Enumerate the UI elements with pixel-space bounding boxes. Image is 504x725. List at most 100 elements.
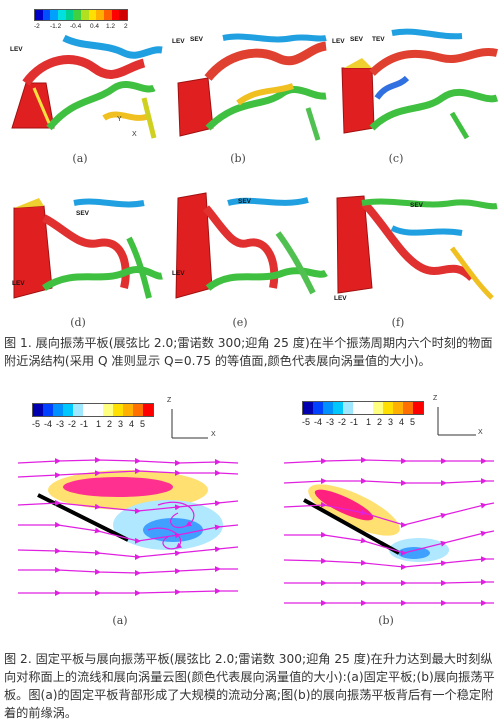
fig2-cb-tick: 4 (399, 417, 405, 427)
axis-x-label: X (478, 429, 483, 436)
fig1-cb-tick: 0.4 (90, 23, 100, 30)
colorbar-segment (81, 10, 89, 20)
annotation-sev: SEV (238, 198, 252, 205)
colorbar-segment (123, 404, 133, 416)
vortex-render-a (11, 34, 163, 139)
streamline-field-b (284, 457, 494, 606)
panel-label: (c) (388, 152, 404, 165)
colorbar-segment (35, 10, 43, 20)
fig2-cb-tick: -1 (350, 417, 359, 427)
fig1-cb-tick: -2 (34, 23, 40, 30)
fig1-cb-tick: -1.2 (50, 23, 62, 30)
colorbar-segment (72, 404, 83, 416)
fig2-cb-tick: 4 (129, 419, 135, 429)
vortex-render-e (175, 192, 328, 299)
vortex-render-f (336, 195, 498, 300)
fig2-cb-tick: 3 (388, 417, 394, 427)
fig1-panel-f: SEV LEV (332, 188, 500, 313)
panel-label: (e) (232, 316, 248, 329)
fig2-cb-tick: -5 (32, 419, 41, 429)
fig1-panel-c: LEV SEV TEV (332, 28, 500, 148)
colorbar-segment (403, 402, 413, 414)
figure-2-caption: 图 2. 固定平板与展向振荡平板(展弦比 2.0;雷诺数 300;迎角 25 度… (4, 652, 495, 720)
annotation-lev: LEV (332, 38, 345, 45)
colorbar-segment (353, 402, 363, 414)
fig2-cb-tick: 2 (377, 417, 383, 427)
fig1-cb-tick: 1.2 (106, 23, 116, 30)
colorbar-segment (143, 404, 153, 416)
annotation-lev: LEV (10, 46, 23, 53)
annotation-lev: LEV (334, 295, 347, 302)
axis-z-label: Z (433, 395, 438, 402)
fig2-cb-tick: 5 (410, 417, 416, 427)
fig1-panel-a: LEV Y X (4, 28, 164, 148)
fig2-cb-tick: 1 (96, 419, 102, 429)
annotation-lev: LEV (12, 280, 25, 287)
colorbar-segment (119, 10, 127, 20)
colorbar-segment (112, 404, 123, 416)
colorbar-segment (104, 10, 112, 20)
panel-label: (a) (112, 614, 128, 627)
fig1-panel-b: LEV SEV (168, 28, 328, 148)
colorbar-segment (312, 402, 323, 414)
colorbar-segment (342, 402, 353, 414)
colorbar-segment (103, 404, 113, 416)
axis-z-label: Z (167, 397, 172, 404)
colorbar-segment (42, 10, 51, 20)
annotation-sev: SEV (190, 36, 204, 43)
colorbar-segment (52, 404, 63, 416)
fig2-cb-tick: -1 (80, 419, 89, 429)
colorbar-segment (88, 10, 97, 20)
colorbar-segment (42, 404, 53, 416)
panel-label: (b) (230, 152, 246, 165)
colorbar-segment (373, 402, 383, 414)
figure-1-caption: 图 1. 展向振荡平板(展弦比 2.0;雷诺数 300;迎角 25 度)在半个振… (4, 336, 493, 368)
annotation-sev: SEV (350, 36, 364, 43)
panel-label: (a) (72, 152, 88, 165)
colorbar-segment (73, 10, 81, 20)
fig2-colorbar-b: -5 -4 -3 -2 -1 1 2 3 4 5 (302, 401, 424, 429)
fig2-cb-tick: -2 (338, 417, 347, 427)
fig1-panel-e: SEV LEV (168, 188, 328, 313)
fig2-cb-tick: 1 (366, 417, 372, 427)
colorbar-segment (413, 402, 423, 414)
fig2-cb-tick: -3 (326, 417, 335, 427)
colorbar-segment (333, 402, 343, 414)
annotation-lev: LEV (172, 270, 185, 277)
fig1-cb-tick: 2 (124, 23, 128, 30)
fig1-cb-tick: -0.4 (70, 23, 82, 30)
annotation-sev: SEV (76, 210, 90, 217)
axis-gizmo-b (437, 407, 476, 436)
fig2-cb-tick: -4 (44, 419, 53, 429)
colorbar-segment (63, 404, 73, 416)
colorbar-segment (93, 404, 103, 416)
panel-label: (b) (378, 614, 394, 627)
vortex-render-c (341, 28, 499, 140)
fig2-panel-a: -5 -4 -3 -2 -1 1 2 3 4 5 Z X (18, 395, 238, 610)
figure-2: -5 -4 -3 -2 -1 1 2 3 4 5 Z X (0, 395, 504, 635)
colorbar-segment (303, 402, 313, 414)
fig2-colorbar-a: -5 -4 -3 -2 -1 1 2 3 4 5 (32, 403, 154, 431)
vortex-render-b (177, 33, 327, 141)
fig2-cb-tick: -3 (56, 419, 65, 429)
axis-gizmo-a (171, 409, 208, 439)
colorbar-segment (50, 10, 58, 20)
colorbar-segment (133, 404, 143, 416)
axis-x-label: X (132, 131, 137, 138)
colorbar-segment (33, 404, 43, 416)
annotation-tev: TEV (372, 36, 385, 43)
fig2-cb-tick: 2 (107, 419, 113, 429)
colorbar-segment (96, 10, 104, 20)
colorbar-segment (322, 402, 333, 414)
colorbar-segment (83, 404, 93, 416)
colorbar-segment (65, 10, 74, 20)
fig2-cb-tick: 3 (118, 419, 124, 429)
fig2-cb-tick: -4 (314, 417, 323, 427)
panel-label: (f) (391, 316, 405, 329)
colorbar-segment (58, 10, 66, 20)
fig2-panel-b: -5 -4 -3 -2 -1 1 2 3 4 5 Z X (284, 395, 494, 610)
colorbar-segment (363, 402, 373, 414)
annotation-lev: LEV (172, 38, 185, 45)
vortex-render-d (13, 198, 163, 299)
fig1-panel-d: SEV LEV (4, 188, 164, 313)
